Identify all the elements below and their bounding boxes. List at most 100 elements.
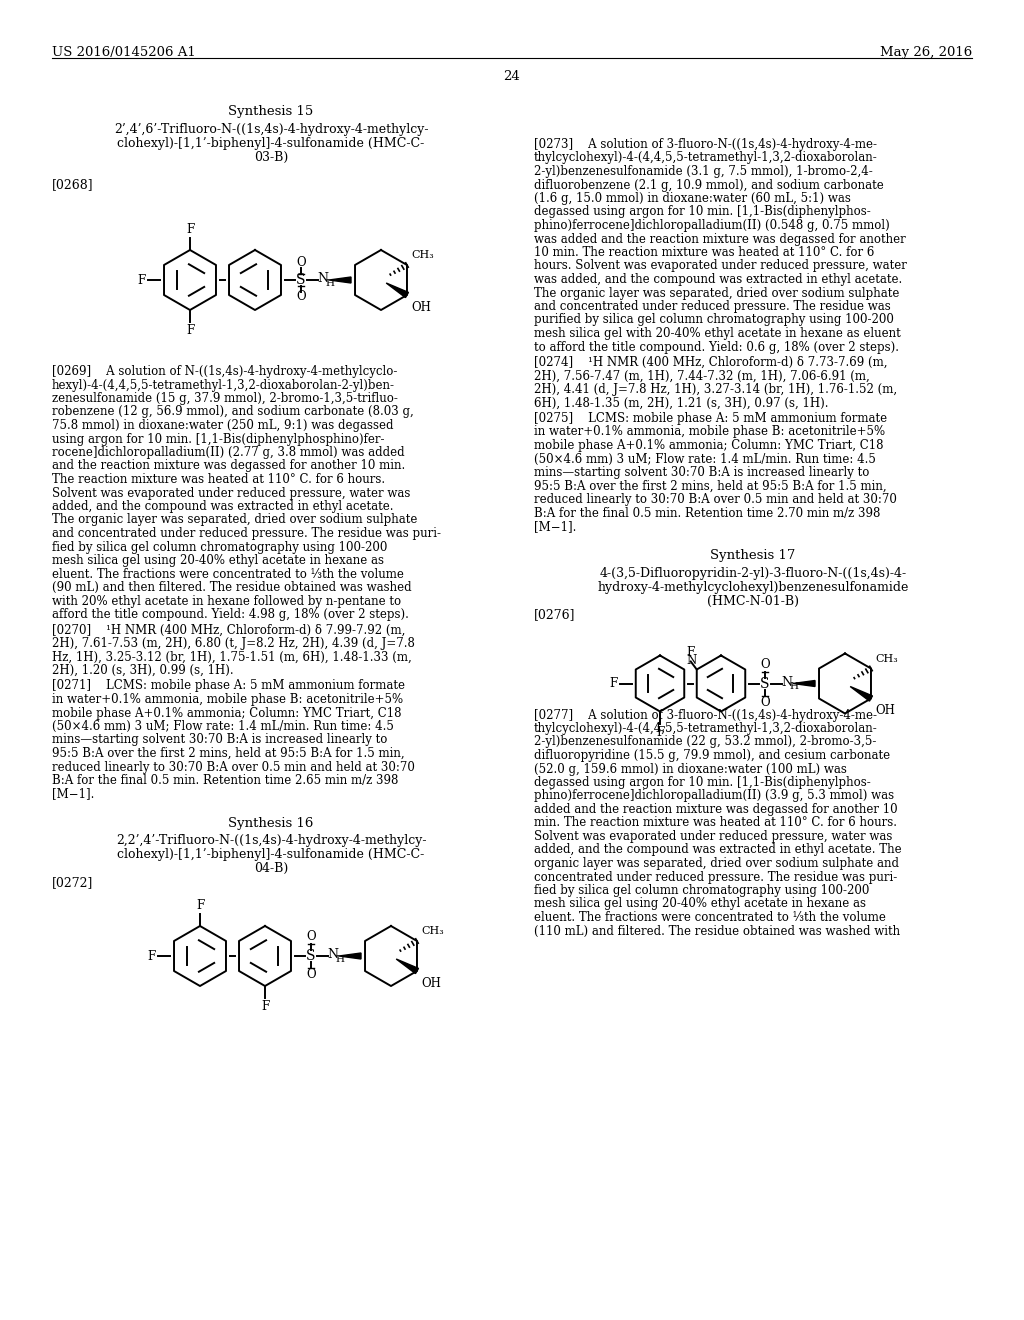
Text: 95:5 B:A over the first 2 mins, held at 95:5 B:A for 1.5 min,: 95:5 B:A over the first 2 mins, held at …: [52, 747, 404, 760]
Text: 2H), 4.41 (d, J=7.8 Hz, 1H), 3.27-3.14 (br, 1H), 1.76-1.52 (m,: 2H), 4.41 (d, J=7.8 Hz, 1H), 3.27-3.14 (…: [534, 383, 897, 396]
Text: 2-yl)benzenesulfonamide (3.1 g, 7.5 mmol), 1-bromo-2,4-: 2-yl)benzenesulfonamide (3.1 g, 7.5 mmol…: [534, 165, 872, 178]
Text: S: S: [296, 273, 306, 286]
Text: hydroxy-4-methylcyclohexyl)benzenesulfonamide: hydroxy-4-methylcyclohexyl)benzenesulfon…: [597, 581, 908, 594]
Text: [M−1].: [M−1].: [52, 788, 94, 800]
Text: fied by silica gel column chromatography using 100-200: fied by silica gel column chromatography…: [534, 884, 869, 898]
Text: F: F: [196, 899, 204, 912]
Text: N: N: [686, 655, 696, 668]
Text: OH: OH: [874, 705, 895, 718]
Text: May 26, 2016: May 26, 2016: [880, 46, 972, 59]
Text: was added, and the compound was extracted in ethyl acetate.: was added, and the compound was extracte…: [534, 273, 902, 286]
Text: Synthesis 15: Synthesis 15: [228, 106, 313, 117]
Text: N: N: [317, 272, 329, 285]
Text: H: H: [790, 682, 799, 690]
Text: using argon for 10 min. [1,1-Bis(diphenylphosphino)fer-: using argon for 10 min. [1,1-Bis(dipheny…: [52, 433, 384, 446]
Text: 4-(3,5-Difluoropyridin-2-yl)-3-fluoro-N-((1s,4s)-4-: 4-(3,5-Difluoropyridin-2-yl)-3-fluoro-N-…: [599, 566, 906, 579]
Text: F: F: [609, 677, 618, 690]
Text: degassed using argon for 10 min. [1,1-Bis(diphenylphos-: degassed using argon for 10 min. [1,1-Bi…: [534, 776, 870, 789]
Text: purified by silica gel column chromatography using 100-200: purified by silica gel column chromatogr…: [534, 314, 894, 326]
Text: O: O: [296, 290, 306, 304]
Text: rocene]dichloropalladium(II) (2.77 g, 3.8 mmol) was added: rocene]dichloropalladium(II) (2.77 g, 3.…: [52, 446, 404, 459]
Text: F: F: [147, 949, 156, 962]
Text: B:A for the final 0.5 min. Retention time 2.70 min m/z 398: B:A for the final 0.5 min. Retention tim…: [534, 507, 881, 520]
Text: added, and the compound was extracted in ethyl acetate.: added, and the compound was extracted in…: [52, 500, 393, 513]
Text: (110 mL) and filtered. The residue obtained was washed with: (110 mL) and filtered. The residue obtai…: [534, 924, 900, 937]
Text: eluent. The fractions were concentrated to ⅓th the volume: eluent. The fractions were concentrated …: [52, 568, 403, 581]
Polygon shape: [339, 953, 361, 960]
Text: mesh silica gel using 20-40% ethyl acetate in hexane as: mesh silica gel using 20-40% ethyl aceta…: [52, 554, 384, 568]
Polygon shape: [329, 277, 351, 282]
Polygon shape: [386, 282, 409, 297]
Text: clohexyl)-[1,1’-biphenyl]-4-sulfonamide (HMC-C-: clohexyl)-[1,1’-biphenyl]-4-sulfonamide …: [118, 137, 425, 150]
Text: hours. Solvent was evaporated under reduced pressure, water: hours. Solvent was evaporated under redu…: [534, 260, 907, 272]
Text: [0276]: [0276]: [534, 609, 575, 622]
Text: [0268]: [0268]: [52, 178, 93, 191]
Text: was added and the reaction mixture was degassed for another: was added and the reaction mixture was d…: [534, 232, 906, 246]
Text: organic layer was separated, dried over sodium sulphate and: organic layer was separated, dried over …: [534, 857, 899, 870]
Text: N: N: [781, 676, 793, 689]
Text: robenzene (12 g, 56.9 mmol), and sodium carbonate (8.03 g,: robenzene (12 g, 56.9 mmol), and sodium …: [52, 405, 414, 418]
Text: [0273]    A solution of 3-fluoro-N-((1s,4s)-4-hydroxy-4-me-: [0273] A solution of 3-fluoro-N-((1s,4s)…: [534, 139, 877, 150]
Text: Synthesis 16: Synthesis 16: [228, 817, 313, 830]
Text: (50×4.6 mm) 3 uM; Flow rate: 1.4 mL/min. Run time: 4.5: (50×4.6 mm) 3 uM; Flow rate: 1.4 mL/min.…: [534, 453, 876, 466]
Text: Hz, 1H), 3.25-3.12 (br, 1H), 1.75-1.51 (m, 6H), 1.48-1.33 (m,: Hz, 1H), 3.25-3.12 (br, 1H), 1.75-1.51 (…: [52, 651, 412, 664]
Text: F: F: [687, 647, 695, 660]
Text: 2H), 1.20 (s, 3H), 0.99 (s, 1H).: 2H), 1.20 (s, 3H), 0.99 (s, 1H).: [52, 664, 233, 677]
Text: fied by silica gel column chromatography using 100-200: fied by silica gel column chromatography…: [52, 540, 387, 553]
Text: mesh silica gel with 20-40% ethyl acetate in hexane as eluent: mesh silica gel with 20-40% ethyl acetat…: [534, 327, 901, 341]
Text: O: O: [760, 657, 770, 671]
Text: S: S: [306, 949, 315, 964]
Text: thylcyclohexyl)-4-(4,4,5,5-tetramethyl-1,3,2-dioxaborolan-: thylcyclohexyl)-4-(4,4,5,5-tetramethyl-1…: [534, 152, 878, 165]
Text: (50×4.6 mm) 3 uM; Flow rate: 1.4 mL/min. Run time: 4.5: (50×4.6 mm) 3 uM; Flow rate: 1.4 mL/min.…: [52, 719, 394, 733]
Text: 2H), 7.56-7.47 (m, 1H), 7.44-7.32 (m, 1H), 7.06-6.91 (m,: 2H), 7.56-7.47 (m, 1H), 7.44-7.32 (m, 1H…: [534, 370, 869, 383]
Text: reduced linearly to 30:70 B:A over 0.5 min and held at 30:70: reduced linearly to 30:70 B:A over 0.5 m…: [534, 492, 897, 506]
Text: The organic layer was separated, dried over sodium sulphate: The organic layer was separated, dried o…: [52, 513, 418, 527]
Text: Solvent was evaporated under reduced pressure, water was: Solvent was evaporated under reduced pre…: [52, 487, 411, 499]
Text: mobile phase A+0.1% ammonia; Column: YMC Triart, C18: mobile phase A+0.1% ammonia; Column: YMC…: [52, 706, 401, 719]
Text: added, and the compound was extracted in ethyl acetate. The: added, and the compound was extracted in…: [534, 843, 901, 857]
Text: 75.8 mmol) in dioxane:water (250 mL, 9:1) was degassed: 75.8 mmol) in dioxane:water (250 mL, 9:1…: [52, 418, 393, 432]
Polygon shape: [850, 686, 872, 701]
Text: afford the title compound. Yield: 4.98 g, 18% (over 2 steps).: afford the title compound. Yield: 4.98 g…: [52, 609, 409, 620]
Text: difluorobenzene (2.1 g, 10.9 mmol), and sodium carbonate: difluorobenzene (2.1 g, 10.9 mmol), and …: [534, 178, 884, 191]
Text: degassed using argon for 10 min. [1,1-Bis(diphenylphos-: degassed using argon for 10 min. [1,1-Bi…: [534, 206, 870, 219]
Text: OH: OH: [411, 301, 431, 314]
Text: The organic layer was separated, dried over sodium sulphate: The organic layer was separated, dried o…: [534, 286, 899, 300]
Text: 2’,4’,6’-Trifluoro-N-((1s,4s)-4-hydroxy-4-methylcy-: 2’,4’,6’-Trifluoro-N-((1s,4s)-4-hydroxy-…: [114, 123, 428, 136]
Text: mins—starting solvent 30:70 B:A is increased linearly to: mins—starting solvent 30:70 B:A is incre…: [534, 466, 869, 479]
Text: (52.0 g, 159.6 mmol) in dioxane:water (100 mL) was: (52.0 g, 159.6 mmol) in dioxane:water (1…: [534, 763, 847, 776]
Text: The reaction mixture was heated at 110° C. for 6 hours.: The reaction mixture was heated at 110° …: [52, 473, 385, 486]
Text: 2-yl)benzenesulfonamide (22 g, 53.2 mmol), 2-bromo-3,5-: 2-yl)benzenesulfonamide (22 g, 53.2 mmol…: [534, 735, 877, 748]
Text: difluoropyridine (15.5 g, 79.9 mmol), and cesium carbonate: difluoropyridine (15.5 g, 79.9 mmol), an…: [534, 748, 890, 762]
Text: and the reaction mixture was degassed for another 10 min.: and the reaction mixture was degassed fo…: [52, 459, 406, 473]
Text: CH₃: CH₃: [421, 927, 443, 936]
Text: [0271]    LCMS: mobile phase A: 5 mM ammonium formate: [0271] LCMS: mobile phase A: 5 mM ammoni…: [52, 680, 406, 693]
Text: O: O: [306, 969, 315, 982]
Text: 03-B): 03-B): [254, 150, 288, 164]
Text: 95:5 B:A over the first 2 mins, held at 95:5 B:A for 1.5 min,: 95:5 B:A over the first 2 mins, held at …: [534, 479, 887, 492]
Text: 6H), 1.48-1.35 (m, 2H), 1.21 (s, 3H), 0.97 (s, 1H).: 6H), 1.48-1.35 (m, 2H), 1.21 (s, 3H), 0.…: [534, 396, 828, 409]
Text: [0274]    ¹H NMR (400 MHz, Chloroform-d) δ 7.73-7.69 (m,: [0274] ¹H NMR (400 MHz, Chloroform-d) δ …: [534, 356, 888, 370]
Text: CH₃: CH₃: [411, 249, 434, 260]
Text: clohexyl)-[1,1’-biphenyl]-4-sulfonamide (HMC-C-: clohexyl)-[1,1’-biphenyl]-4-sulfonamide …: [118, 847, 425, 861]
Text: 24: 24: [504, 70, 520, 83]
Text: F: F: [261, 1001, 269, 1012]
Text: 2,2’,4’-Trifluoro-N-((1s,4s)-4-hydroxy-4-methylcy-: 2,2’,4’-Trifluoro-N-((1s,4s)-4-hydroxy-4…: [116, 834, 426, 847]
Text: F: F: [186, 323, 195, 337]
Text: Synthesis 17: Synthesis 17: [711, 549, 796, 562]
Text: mins—starting solvent 30:70 B:A is increased linearly to: mins—starting solvent 30:70 B:A is incre…: [52, 734, 387, 747]
Text: reduced linearly to 30:70 B:A over 0.5 min and held at 30:70: reduced linearly to 30:70 B:A over 0.5 m…: [52, 760, 415, 774]
Text: O: O: [760, 696, 770, 709]
Text: and concentrated under reduced pressure. The residue was: and concentrated under reduced pressure.…: [534, 300, 891, 313]
Text: min. The reaction mixture was heated at 110° C. for 6 hours.: min. The reaction mixture was heated at …: [534, 817, 897, 829]
Text: B:A for the final 0.5 min. Retention time 2.65 min m/z 398: B:A for the final 0.5 min. Retention tim…: [52, 774, 398, 787]
Text: phino)ferrocene]dichloropalladium(II) (0.548 g, 0.75 mmol): phino)ferrocene]dichloropalladium(II) (0…: [534, 219, 890, 232]
Text: phino)ferrocene]dichloropalladium(II) (3.9 g, 5.3 mmol) was: phino)ferrocene]dichloropalladium(II) (3…: [534, 789, 894, 803]
Text: [0277]    A solution of 3-fluoro-N-((1s,4s)-4-hydroxy-4-me-: [0277] A solution of 3-fluoro-N-((1s,4s)…: [534, 709, 877, 722]
Text: to afford the title compound. Yield: 0.6 g, 18% (over 2 steps).: to afford the title compound. Yield: 0.6…: [534, 341, 899, 354]
Text: US 2016/0145206 A1: US 2016/0145206 A1: [52, 46, 196, 59]
Text: hexyl)-4-(4,4,5,5-tetramethyl-1,3,2-dioxaborolan-2-yl)ben-: hexyl)-4-(4,4,5,5-tetramethyl-1,3,2-diox…: [52, 379, 395, 392]
Text: 10 min. The reaction mixture was heated at 110° C. for 6: 10 min. The reaction mixture was heated …: [534, 246, 874, 259]
Text: and concentrated under reduced pressure. The residue was puri-: and concentrated under reduced pressure.…: [52, 527, 441, 540]
Text: F: F: [138, 273, 146, 286]
